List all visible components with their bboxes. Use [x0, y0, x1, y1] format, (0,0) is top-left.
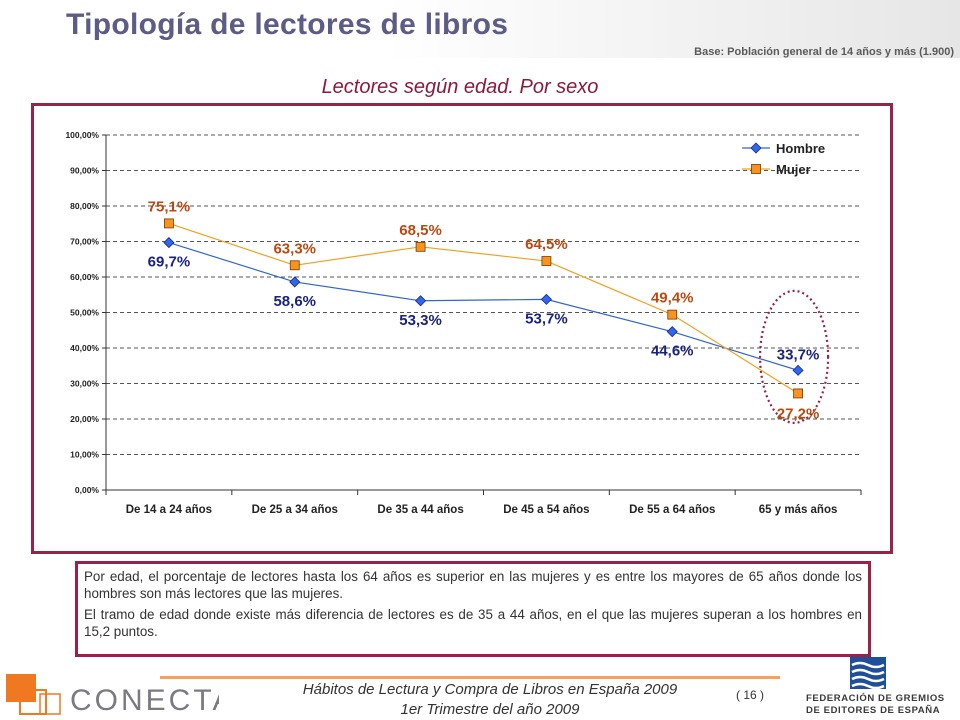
federacion-name-line-1: FEDERACIÓN DE GREMIOS — [806, 692, 945, 704]
y-tick-label: 50,00% — [70, 308, 99, 318]
data-label-mujer: 27,2% — [777, 405, 820, 422]
chart-frame: 0,00% 10,00% 20,00% 30,00% 40,00% 50,00% 60,00… — [31, 103, 893, 554]
page-number: ( 16 ) — [736, 688, 765, 702]
footer-report-title: Hábitos de Lectura y Compra de Libros en… — [302, 681, 678, 698]
summary-text-box: Por edad, el porcentaje de lectores hast… — [75, 561, 871, 657]
highlight-ellipse — [758, 289, 830, 424]
footer-divider — [160, 676, 780, 679]
data-point-hombre — [666, 326, 678, 338]
data-label-mujer: 49,4% — [651, 290, 694, 307]
legend-label-hombre: Hombre — [776, 141, 825, 156]
data-label-hombre: 33,7% — [777, 346, 820, 363]
data-point-mujer — [415, 241, 426, 252]
y-tick-label: 30,00% — [70, 379, 99, 389]
data-point-mujer — [164, 218, 174, 229]
footer-period: 1er Trimestre del año 2009 — [400, 701, 580, 718]
data-label-hombre: 44,6% — [651, 343, 694, 360]
x-category-label: De 35 a 44 años — [377, 504, 463, 516]
series-line-mujer — [168, 222, 799, 394]
legend-label-mujer: Mujer — [776, 162, 811, 177]
legend-marker-mujer — [751, 164, 761, 174]
conecta-wordmark: CONECTA — [70, 684, 219, 717]
summary-paragraph-1: Por edad, el porcentaje de lectores hast… — [84, 569, 862, 601]
y-tick-label: 10,00% — [70, 450, 99, 460]
legend-marker-hombre — [750, 142, 762, 154]
base-note: Base: Población general de 14 años y más… — [694, 46, 954, 58]
y-tick-label: 20,00% — [70, 414, 99, 424]
data-point-hombre — [289, 276, 301, 288]
y-tick-label: 40,00% — [70, 343, 99, 353]
x-category-label: De 25 a 34 años — [252, 504, 338, 516]
data-point-mujer — [541, 256, 552, 266]
data-label-mujer: 68,5% — [399, 222, 442, 239]
y-tick-label: 90,00% — [70, 166, 99, 176]
header-band — [0, 0, 960, 58]
data-point-hombre — [163, 236, 175, 249]
data-point-mujer — [289, 260, 300, 271]
data-label-hombre: 53,3% — [399, 312, 442, 329]
x-category-label: De 55 a 64 años — [629, 504, 715, 516]
data-point-mujer — [793, 388, 803, 399]
summary-paragraph-2: El tramo de edad donde existe más difere… — [84, 607, 862, 639]
data-point-mujer — [667, 309, 678, 320]
data-point-hombre — [415, 295, 427, 307]
logo-outline-square-icon — [19, 689, 47, 715]
data-point-hombre — [540, 293, 552, 305]
page-title: Tipología de lectores de libros — [66, 8, 509, 41]
data-label-mujer: 63,3% — [273, 240, 316, 257]
x-category-label: De 45 a 54 años — [503, 504, 589, 516]
data-label-mujer: 64,5% — [525, 236, 568, 253]
x-category-label: De 14 a 24 años — [126, 504, 212, 516]
y-tick-label: 100,00% — [65, 130, 99, 140]
y-tick-label: 60,00% — [70, 272, 99, 282]
federacion-name-line-2: DE EDITORES DE ESPAÑA — [806, 705, 940, 716]
data-label-hombre: 58,6% — [273, 293, 316, 310]
x-category-label: 65 y más años — [759, 504, 838, 516]
data-label-mujer: 75,1% — [148, 198, 191, 215]
federacion-gremios-logo: FEDERACIÓN DE GREMIOS DE EDITORES DE ESP… — [806, 657, 945, 716]
data-label-hombre: 53,7% — [525, 310, 568, 327]
line-chart: 0,00% 10,00% 20,00% 30,00% 40,00% 50,00% 60,00… — [65, 130, 862, 516]
logo-small-square-icon — [39, 693, 61, 715]
y-tick-label: 0,00% — [75, 485, 100, 495]
y-tick-label: 80,00% — [70, 201, 99, 211]
data-point-hombre — [792, 364, 804, 376]
data-label-hombre: 69,7% — [148, 254, 191, 271]
federacion-emblem-icon — [850, 657, 886, 690]
chart-subtitle: Lectores según edad. Por sexo — [321, 76, 599, 98]
series-line-hombre — [168, 241, 799, 371]
conecta-logo: CONECTA — [6, 674, 219, 717]
y-tick-label: 70,00% — [70, 237, 99, 247]
